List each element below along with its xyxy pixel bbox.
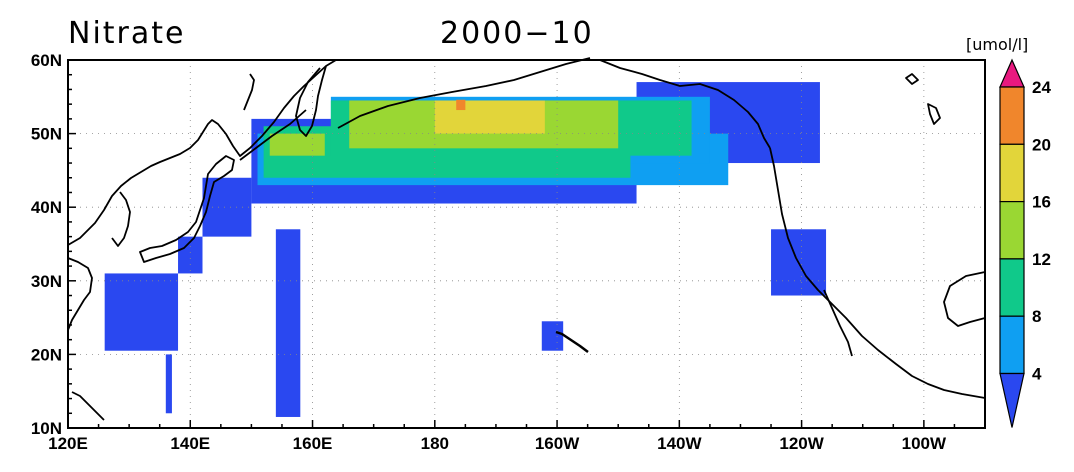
nitrate-region-7 [541, 321, 564, 351]
x-tick-label: 100W [902, 434, 947, 453]
y-tick-label: 20N [31, 345, 62, 364]
nitrate-field-layer [104, 82, 827, 417]
map-frame [67, 59, 986, 429]
x-tick-label: 180 [421, 434, 449, 453]
coast-north-america [769, 147, 986, 399]
x-tick-label: 140W [657, 434, 702, 453]
colorbar-tick-label: 24 [1032, 78, 1051, 97]
coastline-layer [67, 57, 986, 421]
gridlines [68, 60, 985, 428]
coast-gulf [943, 271, 986, 327]
nitrate-region-5 [165, 354, 172, 414]
colorbar-segment-2 [999, 258, 1025, 317]
date-title: 2000−10 [440, 16, 594, 51]
y-tick-label: 50N [31, 125, 62, 144]
coast-kamchatka [295, 65, 327, 137]
colorbar-segment-1 [999, 315, 1025, 375]
colorbar-tick-label: 8 [1032, 307, 1041, 326]
nitrate-region-15 [434, 100, 545, 134]
coast-baja [823, 289, 853, 357]
coast-sakhalin [243, 73, 255, 111]
x-tick-label: 140E [170, 434, 210, 453]
coast-hawaii [555, 330, 589, 353]
y-tick-label: 10N [31, 419, 62, 438]
nitrate-region-6 [275, 229, 301, 417]
colorbar-labels: 4 8 12 16 20 24 [1032, 78, 1051, 384]
x-tick-label: 120E [48, 434, 88, 453]
coast-kurils [239, 109, 307, 161]
y-tick-label: 60N [31, 51, 62, 70]
colorbar-tick-label: 16 [1032, 193, 1051, 212]
colorbar-unit-label: [umol/l] [966, 35, 1028, 54]
colorbar-segment-bottom [999, 372, 1025, 428]
coast-philippines [71, 391, 105, 421]
coast-island-2 [927, 103, 941, 125]
colorbar-segment-4 [999, 143, 1025, 203]
colorbar-segment-5 [999, 86, 1025, 145]
colorbar-tick-label: 20 [1032, 135, 1051, 154]
colorbar [999, 58, 1025, 428]
coast-aleutians [337, 57, 591, 129]
colorbar-segment-top [999, 58, 1025, 88]
nitrate-region-2 [202, 177, 252, 237]
nitrate-region-13 [269, 133, 325, 156]
coast-island-1 [905, 73, 919, 85]
colorbar-tick-label: 12 [1032, 250, 1051, 269]
nitrate-region-4 [104, 273, 179, 351]
colorbar-tick-label: 4 [1032, 365, 1042, 384]
coast-korea [111, 191, 131, 247]
colorbar-segment-3 [999, 201, 1025, 260]
y-tick-label: 30N [31, 272, 62, 291]
y-axis-labels: 10N 20N 30N 40N 50N 60N [31, 51, 62, 438]
coast-japan [139, 155, 235, 263]
coast-asia [67, 59, 337, 246]
nitrate-region-16 [456, 99, 466, 111]
variable-title: Nitrate [68, 16, 185, 51]
x-tick-label: 160W [535, 434, 580, 453]
x-tick-label: 120W [779, 434, 824, 453]
coast-asia-south [67, 257, 93, 331]
coast-alaska [599, 59, 771, 149]
y-tick-label: 40N [31, 198, 62, 217]
x-tick-label: 160E [293, 434, 333, 453]
x-axis-labels: 120E 140E 160E 180 160W 140W 120W 100W [48, 434, 947, 453]
